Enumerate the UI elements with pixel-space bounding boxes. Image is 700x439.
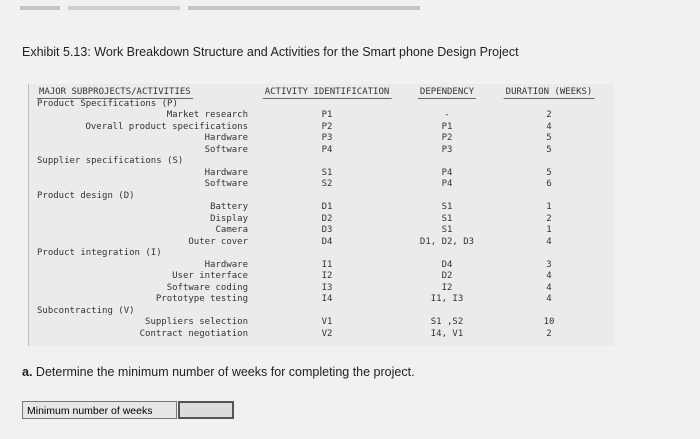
activity-duration: 4: [546, 121, 552, 132]
activity-duration: 4: [546, 271, 552, 281]
activity-id: P2: [321, 121, 333, 132]
wbs-table: [28, 84, 614, 346]
activity-dependency: D1, D2, D3: [419, 236, 475, 247]
activity-dependency: S1: [441, 202, 453, 212]
question-text: Determine the minimum number of weeks fo…: [35, 365, 415, 379]
activity-dependency: P1: [441, 121, 453, 132]
activity-name: Contract negotiation: [139, 328, 248, 339]
activity-name: Software: [204, 179, 248, 189]
activity-id: V2: [321, 328, 333, 339]
activity-name: Prototype testing: [155, 294, 248, 304]
activity-dependency: -: [444, 110, 450, 120]
activity-name: User interface: [172, 271, 248, 281]
activity-dependency: P4: [441, 167, 453, 178]
activity-name: Display: [210, 213, 248, 224]
activity-id: P1: [321, 110, 333, 120]
activity-id: D3: [321, 225, 333, 235]
column-header: DEPENDENCY: [417, 86, 477, 99]
activity-dependency: S1: [441, 213, 453, 224]
activity-id: P4: [321, 144, 333, 155]
activity-dependency: P4: [441, 179, 453, 189]
answer-label: Minimum number of weeks: [22, 401, 177, 419]
column-header: DURATION (WEEKS): [503, 86, 595, 99]
activity-duration: 5: [546, 144, 552, 155]
activity-dependency: P3: [441, 144, 453, 155]
activity-dependency: S1 ,S2: [430, 317, 464, 327]
activity-id: I2: [321, 271, 333, 281]
activity-dependency: D2: [441, 271, 453, 281]
column-header: MAJOR SUBPROJECTS/ACTIVITIES: [37, 86, 193, 99]
activity-dependency: D4: [441, 259, 453, 270]
activity-duration: 2: [546, 328, 552, 339]
activity-name: Market research: [166, 110, 248, 120]
activity-name: Hardware: [204, 167, 248, 178]
activity-duration: 5: [546, 133, 552, 143]
cropped-text: [20, 6, 420, 10]
activity-id: I3: [321, 282, 333, 293]
activity-name: Hardware: [204, 259, 248, 270]
activity-duration: 4: [546, 294, 552, 304]
activity-duration: 1: [546, 225, 552, 235]
activity-id: D1: [321, 202, 333, 212]
activity-id: I1: [321, 259, 333, 270]
question-marker: a.: [22, 365, 33, 379]
activity-duration: 6: [546, 179, 552, 189]
activity-duration: 5: [546, 167, 552, 178]
group-name: Supplier specifications (S): [37, 156, 184, 166]
activity-id: D2: [321, 213, 333, 224]
exhibit-title: Exhibit 5.13: Work Breakdown Structure a…: [22, 45, 519, 59]
activity-name: Software: [204, 144, 248, 155]
column-header: ACTIVITY IDENTIFICATION: [262, 86, 392, 99]
activity-name: Overall product specifications: [85, 121, 248, 132]
group-name: Product Specifications (P): [37, 98, 178, 109]
activity-dependency: S1: [441, 225, 453, 235]
activity-duration: 4: [546, 282, 552, 293]
activity-id: S1: [321, 167, 333, 178]
activity-id: D4: [321, 236, 333, 247]
activity-id: P3: [321, 133, 333, 143]
activity-duration: 2: [546, 213, 552, 224]
activity-duration: 3: [546, 259, 552, 270]
activity-duration: 2: [546, 110, 552, 120]
activity-name: Suppliers selection: [145, 317, 248, 327]
activity-dependency: I1, I3: [430, 294, 464, 304]
activity-dependency: I4, V1: [430, 328, 464, 339]
activity-name: Camera: [215, 225, 248, 235]
activity-id: V1: [321, 317, 333, 327]
activity-id: S2: [321, 179, 333, 189]
question: a. Determine the minimum number of weeks…: [22, 365, 415, 379]
activity-name: Software coding: [166, 282, 248, 293]
activity-name: Battery: [210, 202, 248, 212]
activity-dependency: I2: [441, 282, 453, 293]
group-name: Subcontracting (V): [37, 305, 135, 316]
activity-duration: 1: [546, 202, 552, 212]
group-name: Product integration (I): [37, 248, 162, 258]
activity-duration: 10: [543, 317, 555, 327]
activity-name: Outer cover: [188, 236, 248, 247]
activity-dependency: P2: [441, 133, 453, 143]
activity-name: Hardware: [204, 133, 248, 143]
activity-id: I4: [321, 294, 333, 304]
answer-input[interactable]: [178, 401, 234, 419]
group-name: Product design (D): [37, 190, 135, 201]
activity-duration: 4: [546, 236, 552, 247]
